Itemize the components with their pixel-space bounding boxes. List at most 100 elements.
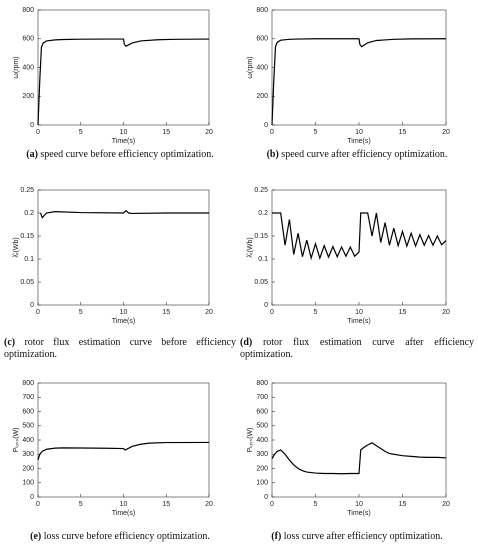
- x-tick-label: 0: [270, 129, 274, 136]
- y-axis-label: ω(rpm): [13, 56, 20, 78]
- y-tick-label: 700: [22, 394, 34, 401]
- y-axis-label: λ̂ᵣ(Wb): [13, 237, 20, 257]
- line: [39, 209, 209, 219]
- x-tick-label: 0: [270, 501, 274, 508]
- x-tick-label: 20: [442, 129, 450, 136]
- x-tick-label: 5: [314, 129, 318, 136]
- y-tick-label: 600: [256, 408, 268, 415]
- caption: (d) rotor flux estimation curve after ef…: [240, 337, 474, 361]
- caption-text: speed curve after efficiency optimizatio…: [281, 149, 448, 160]
- line: [37, 441, 210, 461]
- y-tick-label: 0.05: [20, 279, 34, 286]
- caption-label: (e): [30, 531, 42, 542]
- y-axis-label: λ̂ᵣ(Wb): [247, 237, 254, 257]
- caption-text: rotor flux estimation curve before effic…: [4, 337, 236, 360]
- x-axis-label: Time(s): [112, 138, 135, 145]
- y-tick-label: 700: [256, 394, 268, 401]
- x-tick-label: 5: [314, 501, 318, 508]
- y-tick-label: 200: [22, 465, 34, 472]
- y-tick-label: 400: [22, 64, 34, 71]
- x-tick-label: 15: [162, 129, 170, 136]
- axes-frame: [271, 382, 447, 498]
- caption: (e) loss curve before efficiency optimiz…: [4, 531, 236, 543]
- caption-text: rotor flux estimation curve after effici…: [240, 337, 475, 360]
- x-tick-label: 20: [442, 309, 450, 316]
- y-tick-label: 0: [264, 122, 268, 129]
- x-tick-label: 10: [120, 309, 128, 316]
- y-tick-label: 300: [256, 451, 268, 458]
- x-tick-label: 15: [399, 309, 407, 316]
- y-tick-label: 400: [256, 64, 268, 71]
- x-tick-label: 10: [355, 501, 363, 508]
- x-tick-label: 5: [314, 309, 318, 316]
- caption-label: (d): [240, 337, 253, 348]
- caption-text: loss curve before efficiency optimizatio…: [43, 531, 210, 542]
- y-tick-label: 0: [30, 494, 34, 501]
- y-tick-label: 0.15: [20, 233, 34, 240]
- caption-text: speed curve before efficiency optimizati…: [40, 149, 214, 160]
- x-tick-label: 10: [355, 309, 363, 316]
- x-tick-label: 15: [399, 129, 407, 136]
- line: [272, 212, 447, 261]
- x-axis-label: Time(s): [347, 510, 370, 517]
- y-tick-label: 800: [256, 7, 268, 14]
- y-tick-label: 200: [256, 465, 268, 472]
- y-tick-label: 200: [256, 93, 268, 100]
- y-tick-label: 0.05: [254, 279, 268, 286]
- x-tick-label: 5: [79, 309, 83, 316]
- axes-frame: [271, 9, 447, 126]
- y-tick-label: 300: [22, 451, 34, 458]
- caption-label: (b): [266, 149, 279, 160]
- y-tick-label: 0: [30, 122, 34, 129]
- y-tick-label: 0: [264, 494, 268, 501]
- x-tick-label: 15: [162, 309, 170, 316]
- y-tick-label: 400: [256, 437, 268, 444]
- caption-text: loss curve after efficiency optimization…: [283, 531, 443, 542]
- x-axis-label: Time(s): [112, 318, 135, 325]
- x-tick-label: 5: [79, 129, 83, 136]
- line: [271, 442, 447, 475]
- line: [37, 38, 210, 126]
- caption: (a) speed curve before efficiency optimi…: [4, 149, 236, 161]
- x-tick-label: 10: [355, 129, 363, 136]
- y-tick-label: 0.2: [24, 210, 34, 217]
- x-tick-label: 5: [79, 501, 83, 508]
- caption: (c) rotor flux estimation curve before e…: [4, 337, 236, 361]
- y-axis-label: Pₗₒₛₛ(W): [13, 428, 20, 453]
- y-axis-label: ω(rpm): [247, 56, 254, 78]
- y-tick-label: 800: [22, 380, 34, 387]
- axes-frame: [37, 9, 210, 126]
- x-tick-label: 10: [120, 501, 128, 508]
- y-tick-label: 0.25: [254, 187, 268, 194]
- x-axis-label: Time(s): [347, 138, 370, 145]
- x-tick-label: 10: [120, 129, 128, 136]
- axes-frame: [37, 382, 210, 498]
- x-tick-label: 0: [36, 309, 40, 316]
- y-tick-label: 0.15: [254, 233, 268, 240]
- y-tick-label: 600: [256, 36, 268, 43]
- x-tick-label: 15: [399, 501, 407, 508]
- caption-label: (a): [26, 149, 38, 160]
- x-tick-label: 20: [205, 501, 213, 508]
- line: [271, 38, 447, 126]
- y-tick-label: 0: [264, 302, 268, 309]
- y-tick-label: 0.1: [24, 256, 34, 263]
- y-tick-label: 0.1: [258, 256, 268, 263]
- y-tick-label: 400: [22, 437, 34, 444]
- y-tick-label: 500: [22, 423, 34, 430]
- y-tick-label: 800: [256, 380, 268, 387]
- x-axis-label: Time(s): [347, 318, 370, 325]
- caption-label: (f): [271, 531, 282, 542]
- x-tick-label: 0: [36, 501, 40, 508]
- y-tick-label: 0: [30, 302, 34, 309]
- x-tick-label: 20: [205, 129, 213, 136]
- axes-frame: [37, 189, 210, 306]
- x-tick-label: 20: [442, 501, 450, 508]
- y-tick-label: 600: [22, 408, 34, 415]
- y-tick-label: 100: [256, 480, 268, 487]
- x-tick-label: 20: [205, 309, 213, 316]
- y-tick-label: 100: [22, 480, 34, 487]
- y-tick-label: 600: [22, 36, 34, 43]
